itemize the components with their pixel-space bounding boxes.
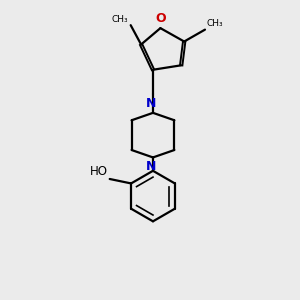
Text: HO: HO — [90, 165, 108, 178]
Text: CH₃: CH₃ — [206, 19, 223, 28]
Text: O: O — [155, 12, 166, 25]
Text: N: N — [146, 98, 157, 110]
Text: N: N — [146, 160, 157, 173]
Text: CH₃: CH₃ — [112, 15, 128, 24]
